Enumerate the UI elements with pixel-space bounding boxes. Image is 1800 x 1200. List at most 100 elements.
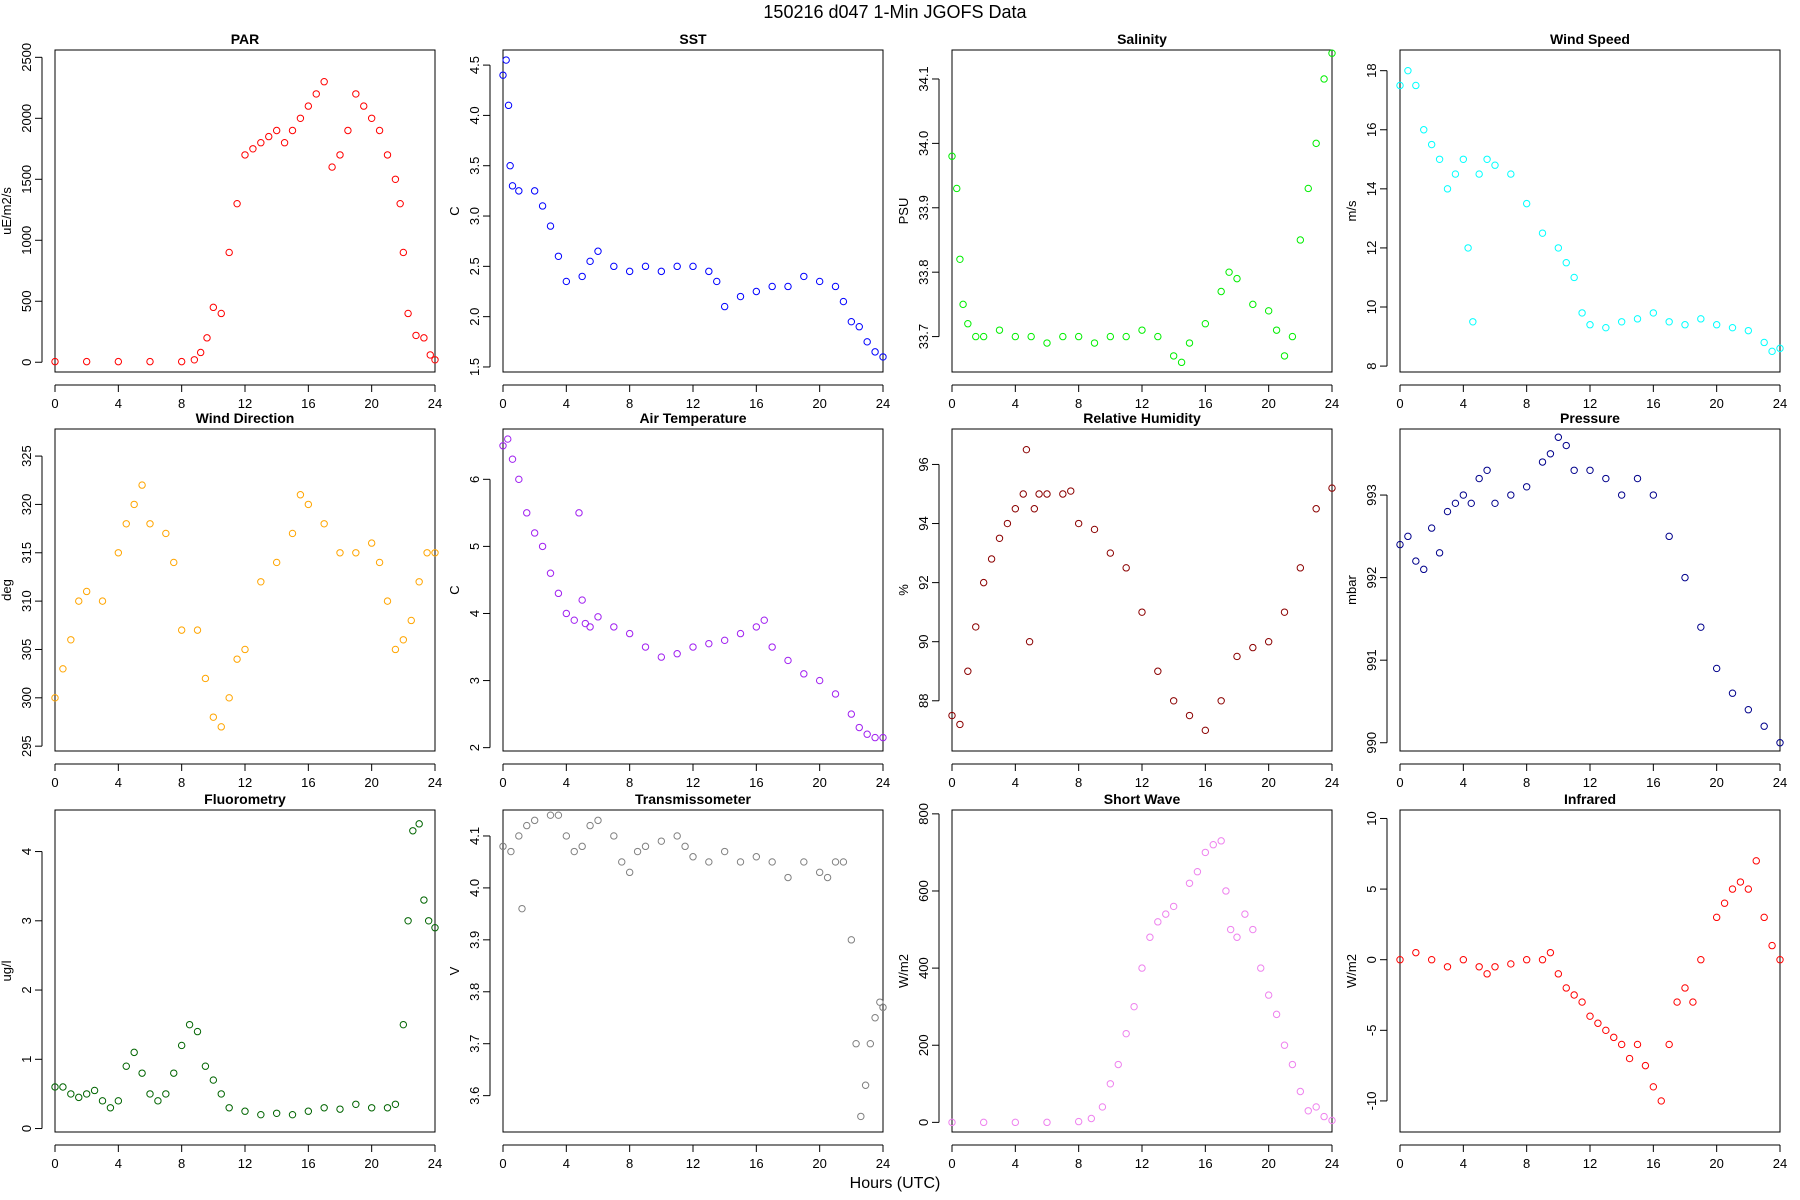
data-point — [241, 151, 249, 159]
data-point — [1665, 1040, 1673, 1049]
data-point — [1673, 998, 1681, 1006]
data-point — [1760, 913, 1768, 922]
data-point — [1209, 841, 1217, 849]
data-point — [320, 78, 328, 86]
data-point — [320, 1104, 328, 1112]
y-tick-label: 4.0 — [467, 106, 482, 124]
data-point — [831, 282, 840, 291]
data-point — [352, 1100, 360, 1109]
data-point — [1435, 155, 1444, 164]
data-point — [146, 520, 154, 528]
data-point — [249, 145, 257, 153]
data-point — [815, 868, 824, 877]
y-tick-label: 94 — [916, 516, 931, 530]
x-tick-label: 16 — [1646, 1156, 1660, 1171]
data-point — [177, 357, 186, 366]
figure-xlabel: Hours (UTC) — [850, 1175, 941, 1192]
data-point — [1087, 1114, 1096, 1123]
data-point — [768, 643, 776, 651]
data-point — [956, 720, 964, 729]
data-point — [193, 626, 202, 634]
data-point — [1736, 878, 1745, 886]
data-point — [736, 858, 745, 866]
panel-title-fluorometry: Fluorometry — [204, 791, 286, 807]
x-tick-label: 4 — [1460, 396, 1467, 411]
x-tick-label: 24 — [1773, 775, 1787, 790]
data-point — [1728, 323, 1737, 332]
data-point — [705, 858, 713, 866]
data-point — [67, 636, 75, 644]
data-point — [288, 529, 297, 538]
series-relative-humidity — [948, 445, 1336, 735]
data-point — [995, 534, 1004, 543]
data-point — [1562, 258, 1570, 267]
y-tick-label: 500 — [19, 290, 34, 312]
data-point — [412, 331, 420, 340]
y-tick-label: 300 — [19, 687, 34, 709]
data-point — [1106, 549, 1115, 557]
x-tick-label: 12 — [686, 775, 700, 790]
data-point — [328, 163, 336, 171]
data-point — [948, 152, 956, 160]
data-point — [562, 832, 571, 840]
data-point — [75, 597, 83, 605]
data-point — [1633, 474, 1642, 483]
data-point — [546, 569, 555, 577]
data-point — [1459, 491, 1468, 499]
x-tick-label: 16 — [301, 1156, 315, 1171]
data-point — [1420, 126, 1428, 134]
data-point — [225, 248, 233, 257]
data-point — [399, 248, 408, 257]
data-point — [956, 255, 964, 263]
data-point — [1617, 491, 1626, 499]
data-point — [399, 1020, 408, 1029]
data-point — [404, 309, 412, 318]
data-point — [162, 529, 170, 538]
y-axis-label-par: uE/m2/s — [0, 187, 14, 235]
data-point — [1241, 910, 1249, 918]
data-point — [217, 309, 225, 318]
data-point — [1420, 565, 1428, 574]
data-point — [420, 334, 428, 342]
data-point — [177, 626, 186, 634]
data-point — [138, 1069, 146, 1077]
data-point — [1146, 933, 1154, 941]
data-point — [1586, 321, 1594, 329]
y-tick-label: 3 — [19, 917, 34, 924]
data-point — [146, 1090, 154, 1098]
data-point — [51, 1083, 59, 1091]
data-point — [201, 1062, 210, 1070]
x-tick-label: 12 — [1583, 1156, 1597, 1171]
plot-frame-wind-direction — [54, 428, 436, 752]
data-point — [1522, 199, 1531, 208]
data-point — [409, 827, 417, 835]
data-point — [304, 500, 313, 509]
y-tick-label: 16 — [1364, 123, 1379, 137]
data-point — [1074, 1117, 1083, 1126]
data-point — [1249, 925, 1257, 934]
data-point — [1562, 984, 1570, 992]
x-tick-label: 20 — [812, 775, 826, 790]
x-tick-label: 12 — [238, 396, 252, 411]
data-point — [1138, 964, 1146, 972]
data-point — [51, 357, 59, 366]
data-point — [752, 287, 761, 296]
y-tick-label: 96 — [916, 457, 931, 471]
data-point — [705, 267, 713, 276]
y-tick-label: 295 — [19, 735, 34, 757]
data-point — [82, 587, 91, 596]
data-point — [987, 555, 996, 563]
data-point — [98, 1097, 107, 1105]
data-point — [241, 1107, 249, 1115]
data-point — [713, 277, 721, 286]
series-short-wave — [948, 837, 1336, 1127]
data-point — [1720, 899, 1729, 907]
data-point — [367, 1104, 376, 1112]
y-tick-label: 315 — [19, 542, 34, 564]
data-point — [51, 694, 59, 702]
data-point — [1304, 1107, 1312, 1115]
data-point — [847, 936, 856, 944]
data-point — [1586, 1012, 1594, 1020]
data-point — [1697, 956, 1705, 964]
